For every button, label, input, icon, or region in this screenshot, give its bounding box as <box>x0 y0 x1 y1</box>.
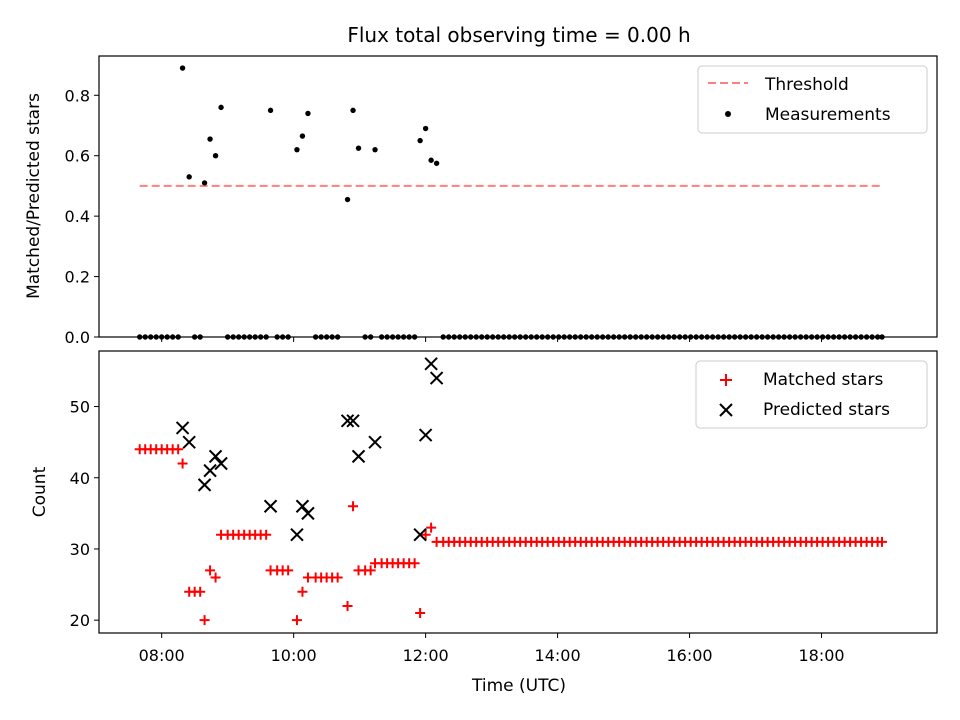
bottom-legend: Matched stars Predicted stars <box>695 360 928 429</box>
top-y-tick-label: 0.2 <box>65 268 90 287</box>
top-y-tick-label: 0.0 <box>65 328 90 347</box>
matched-legend-marker <box>720 374 732 386</box>
predicted-star-point <box>418 428 433 442</box>
predicted-star-point <box>197 478 212 492</box>
matched-star-point <box>426 522 437 533</box>
bottom-plot-frame <box>98 350 938 634</box>
matched-star-point <box>177 458 188 469</box>
top-y-tick-label: 0.8 <box>65 86 90 105</box>
x-tick-label: 16:00 <box>667 646 713 665</box>
measurement-point <box>355 145 362 151</box>
top-y-axis-label: Matched/Predicted stars <box>24 93 44 299</box>
measurement-point <box>218 104 224 111</box>
predicted-star-point <box>429 371 444 385</box>
x-tick-label: 10:00 <box>271 646 317 665</box>
measurements-legend-marker <box>725 111 731 117</box>
matched-star-point <box>420 529 431 540</box>
measurement-point <box>212 153 219 159</box>
measurement-point <box>305 110 311 117</box>
x-tick-label: 08:00 <box>139 646 185 665</box>
measurement-point <box>344 196 351 203</box>
top-axes: 0.0 0.2 0.4 0.6 0.8 <box>65 86 823 347</box>
x-tick-label: 14:00 <box>535 646 581 665</box>
predicted-star-point <box>340 414 355 428</box>
matched-star-point <box>348 501 359 512</box>
measurement-point <box>350 107 356 114</box>
matched-star-point <box>173 444 184 455</box>
measurement-point <box>422 125 429 132</box>
measurement-point <box>179 65 186 71</box>
measurement-point <box>267 107 274 114</box>
predicted-star-point <box>263 499 278 513</box>
measurement-point <box>294 146 300 153</box>
measurement-point <box>299 133 306 139</box>
matched-star-point <box>297 586 308 597</box>
x-tick-label: 18:00 <box>798 646 844 665</box>
bottom-y-axis-label: Count <box>30 466 50 517</box>
matched-star-point <box>205 565 216 576</box>
measurement-point <box>186 174 192 180</box>
matched-star-point <box>291 615 302 626</box>
x-tick-label: 12:00 <box>403 646 449 665</box>
top-panel: 0.00.20.40.60.8 Matched/Predicted stars … <box>24 55 938 347</box>
predicted-legend-marker <box>719 403 733 417</box>
measurement-point <box>433 160 440 166</box>
bottom-marks <box>134 357 888 626</box>
top-y-tick-label: 0.4 <box>65 207 90 226</box>
predicted-star-point <box>301 506 315 521</box>
bottom-y-tick-label: 20 <box>70 611 90 630</box>
matched-star-point <box>195 586 206 597</box>
predicted-star-point <box>203 463 217 478</box>
measurement-point <box>372 146 378 153</box>
predicted-star-point <box>290 528 304 542</box>
top-legend: Threshold Measurements <box>697 65 928 134</box>
threshold-legend-label: Threshold <box>764 75 849 95</box>
predicted-star-point <box>424 357 438 371</box>
predicted-star-point <box>346 414 360 428</box>
predicted-star-point <box>368 435 382 449</box>
matched-star-point <box>210 572 221 583</box>
chart-title: Flux total observing time = 0.00 h <box>347 23 690 47</box>
top-y-tick-label: 0.6 <box>65 147 90 166</box>
predicted-star-point <box>214 456 228 471</box>
predicted-star-point <box>175 421 190 435</box>
matched-star-point <box>261 529 272 540</box>
bottom-legend-box <box>695 360 928 429</box>
top-legend-box <box>697 65 928 134</box>
matched-star-point <box>332 572 343 583</box>
predicted-star-point <box>182 435 196 449</box>
measurement-point <box>428 157 434 163</box>
matched-legend-label: Matched stars <box>763 370 883 390</box>
predicted-star-point <box>295 499 310 513</box>
matched-star-point <box>415 608 426 619</box>
matched-star-point <box>283 565 294 576</box>
matched-star-point <box>409 558 420 569</box>
bottom-panel: 20 30 40 50 08:00 10:00 12:00 14:00 16:00 18:00 C… <box>30 350 938 696</box>
matched-star-point <box>199 615 210 626</box>
measurements-legend-label: Measurements <box>765 105 891 125</box>
predicted-star-point <box>413 528 427 542</box>
measurement-point <box>207 136 213 142</box>
measurement-point <box>201 180 208 186</box>
measurement-point <box>417 137 423 144</box>
x-axis-label: Time (UTC) <box>471 676 566 696</box>
bottom-y-tick-label: 50 <box>70 398 90 417</box>
matched-star-point <box>877 536 888 547</box>
predicted-legend-label: Predicted stars <box>763 400 890 420</box>
top-plot-frame <box>98 55 938 338</box>
matched-star-point <box>342 600 353 611</box>
bottom-axes: 20 30 40 50 08:00 10:00 12:00 14:00 16:00 18:00 <box>70 398 845 665</box>
predicted-star-point <box>208 449 223 464</box>
bottom-y-tick-label: 40 <box>70 469 90 488</box>
bottom-y-tick-label: 30 <box>70 540 90 559</box>
predicted-star-point <box>351 449 366 464</box>
matched-star-point <box>365 565 376 576</box>
